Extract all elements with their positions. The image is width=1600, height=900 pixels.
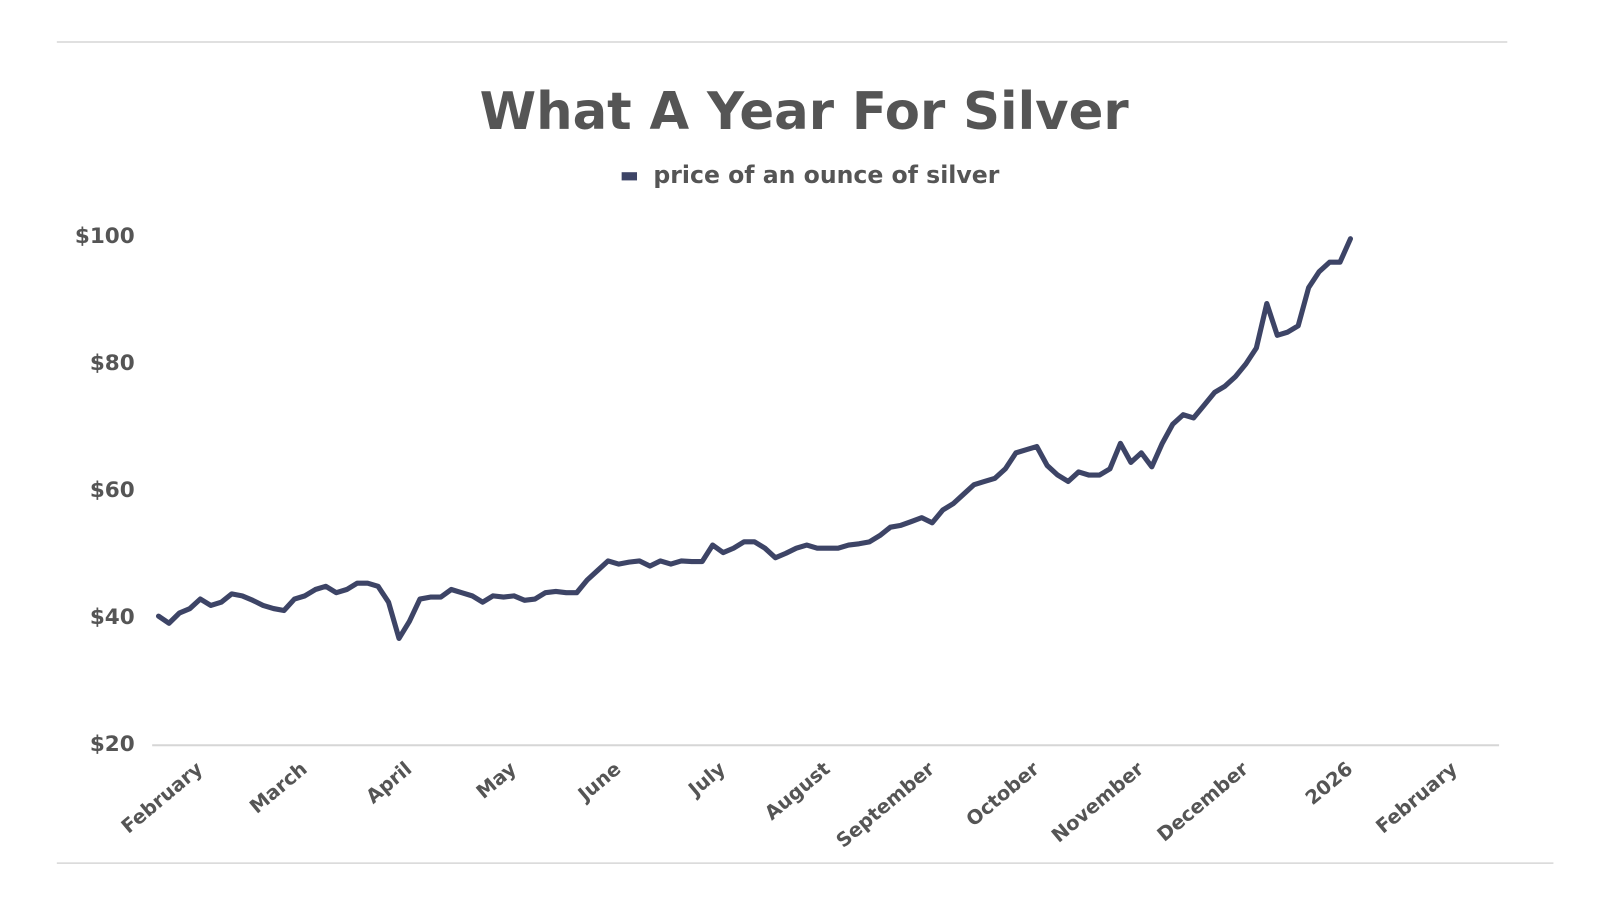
x-tick-label: May [472, 757, 521, 803]
y-tick-label: $100 [75, 224, 135, 249]
legend-swatch [621, 172, 638, 181]
x-tick-label: August [760, 757, 834, 825]
x-tick-label: 2026 [1301, 757, 1357, 809]
line-series [155, 236, 1354, 641]
x-tick-label: June [572, 757, 625, 807]
x-tick-label: October [962, 757, 1044, 831]
y-tick-label: $40 [90, 605, 135, 630]
chart-title: What A Year For Silver [480, 82, 1130, 142]
y-tick-label: $60 [90, 478, 135, 503]
x-tick-label: February [1371, 757, 1462, 838]
y-tick-label: $20 [90, 732, 135, 757]
x-tick-label: December [1153, 757, 1253, 846]
x-tick-label: February [117, 757, 208, 838]
y-tick-label: $80 [90, 351, 135, 376]
x-tick-label: April [362, 757, 417, 808]
x-tick-label: July [683, 757, 731, 802]
legend-label: price of an ounce of silver [653, 161, 999, 189]
x-tick-label: September [832, 757, 940, 852]
x-tick-label: March [245, 757, 312, 818]
x-tick-label: November [1047, 757, 1148, 847]
